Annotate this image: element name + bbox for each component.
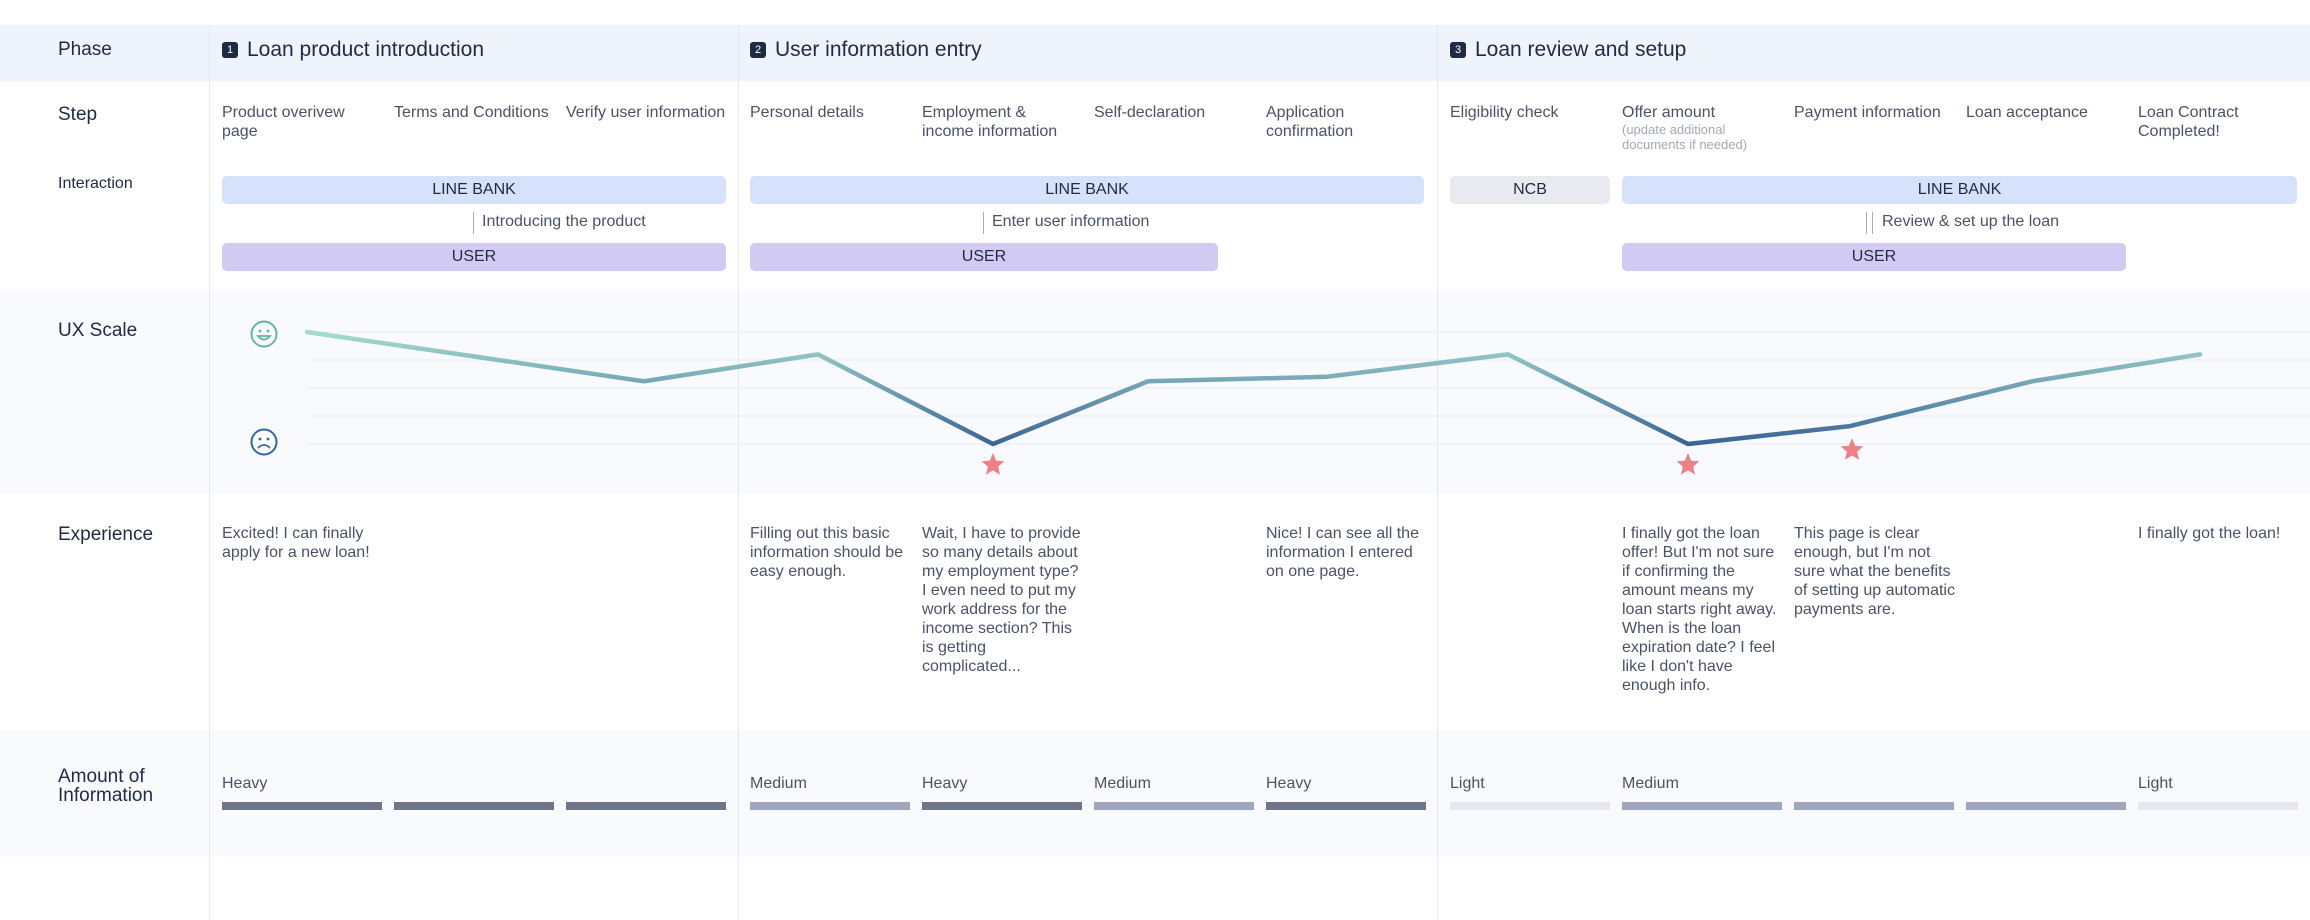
step-employment-income: Employment & income information — [922, 103, 1082, 141]
amount-bar-medium — [750, 802, 910, 810]
amount-label: Light — [2138, 775, 2173, 792]
amount-label: Medium — [1622, 775, 1679, 792]
step-label: Terms and Conditions — [394, 104, 549, 121]
amount-bar-heavy — [922, 802, 1082, 810]
step-label: Self-declaration — [1094, 104, 1206, 121]
step-label: Employment & income information — [922, 104, 1058, 140]
experience-note: This page is clear enough, but I'm not s… — [1794, 525, 1955, 618]
line-bank-pill-phase-3: LINE BANK — [1622, 176, 2297, 204]
row-label-amount: Amount of Information — [58, 766, 154, 806]
amount-bar-medium — [1966, 802, 2126, 810]
arrow-up-icon — [1872, 212, 1873, 234]
phase-number-badge: 3 — [1450, 42, 1466, 58]
experience-note: Wait, I have to provide so many details … — [922, 525, 1081, 675]
ux-line — [304, 329, 2203, 447]
row-label-experience: Experience — [58, 524, 154, 545]
row-label-step: Step — [58, 104, 98, 125]
line-bank-pill-phase-2: LINE BANK — [750, 176, 1424, 204]
phase-title-text: Loan product introduction — [247, 38, 484, 61]
divider-label-column — [209, 25, 210, 920]
amount-bar-medium — [1622, 802, 1782, 810]
step-personal-details: Personal details — [750, 103, 910, 122]
step-label: Application confirmation — [1266, 104, 1354, 140]
pain-point-star-icon — [1676, 453, 1700, 475]
ux-scale-chart — [250, 320, 2310, 475]
experience-note: Excited! I can finally apply for a new l… — [222, 525, 370, 561]
phase-title-2: 2 User information entry — [750, 38, 982, 62]
amount-bar-heavy — [222, 802, 382, 810]
step-self-declaration: Self-declaration — [1094, 103, 1254, 122]
interaction-label-phase-2: Enter user information — [992, 213, 1150, 230]
user-pill-phase-2: USER — [750, 243, 1218, 271]
experience-note: Filling out this basic information shoul… — [750, 525, 903, 580]
experience-note: Nice! I can see all the information I en… — [1266, 525, 1419, 580]
step-label: Payment information — [1794, 104, 1941, 121]
arrow-down-icon — [1866, 212, 1867, 234]
arrow-down-icon — [473, 212, 474, 234]
ncb-pill: NCB — [1450, 176, 1610, 204]
step-label: Verify user information — [566, 104, 726, 121]
row-label-phase: Phase — [58, 39, 112, 60]
amount-label: Light — [1450, 775, 1485, 792]
step-application-confirmation: Application confirmation — [1266, 103, 1426, 141]
amount-bar-light — [1450, 802, 1610, 810]
experience-note: I finally got the loan offer! But I'm no… — [1622, 525, 1777, 694]
row-label-ux-scale: UX Scale — [58, 320, 138, 341]
experience-note: I finally got the loan! — [2138, 525, 2281, 542]
user-pill-phase-1: USER — [222, 243, 726, 271]
pain-point-star-icon — [981, 453, 1005, 475]
interaction-label-phase-3: Review & set up the loan — [1882, 213, 2059, 230]
row-label-interaction: Interaction — [58, 175, 133, 192]
step-label: Personal details — [750, 104, 864, 121]
step-label: Loan acceptance — [1966, 104, 2088, 121]
phase-band — [0, 25, 2310, 81]
amount-label: Medium — [1094, 775, 1151, 792]
amount-bar-heavy — [394, 802, 554, 810]
step-label: Loan Contract Completed! — [2138, 104, 2239, 140]
step-label: Product overivew page — [222, 104, 345, 140]
step-eligibility-check: Eligibility check — [1450, 103, 1610, 122]
step-loan-contract-completed: Loan Contract Completed! — [2138, 103, 2298, 141]
amount-bar-medium — [1794, 802, 1954, 810]
step-loan-acceptance: Loan acceptance — [1966, 103, 2126, 122]
step-label: Offer amount — [1622, 104, 1716, 121]
step-label: Eligibility check — [1450, 104, 1559, 121]
amount-bar-medium — [1094, 802, 1254, 810]
amount-band — [0, 730, 2310, 856]
arrow-up-icon — [983, 212, 984, 234]
amount-label: Medium — [750, 775, 807, 792]
step-terms-conditions: Terms and Conditions — [394, 103, 554, 122]
divider-phase-2 — [1437, 25, 1438, 920]
divider-phase-1 — [738, 25, 739, 920]
amount-bar-heavy — [566, 802, 726, 810]
phase-title-3: 3 Loan review and setup — [1450, 38, 1686, 62]
step-product-overview: Product overivew page — [222, 103, 382, 141]
sad-face-icon — [250, 428, 278, 456]
step-sub-note: (update additional documents if needed) — [1622, 122, 1748, 152]
user-pill-phase-3: USER — [1622, 243, 2126, 271]
amount-label: Heavy — [1266, 775, 1312, 792]
line-bank-pill-phase-1: LINE BANK — [222, 176, 726, 204]
phase-title-text: User information entry — [775, 38, 982, 61]
amount-bar-light — [2138, 802, 2298, 810]
step-payment-information: Payment information — [1794, 103, 1954, 122]
step-offer-amount: Offer amount (update additional documents… — [1622, 103, 1782, 152]
phase-title-text: Loan review and setup — [1475, 38, 1687, 61]
amount-label: Heavy — [222, 775, 268, 792]
pain-point-star-icon — [1840, 438, 1864, 460]
phase-title-1: 1 Loan product introduction — [222, 38, 484, 62]
phase-number-badge: 1 — [222, 42, 238, 58]
amount-bar-heavy — [1266, 802, 1426, 810]
amount-label: Heavy — [922, 775, 968, 792]
ux-band — [0, 292, 2310, 494]
step-verify-user: Verify user information — [566, 103, 726, 122]
phase-number-badge: 2 — [750, 42, 766, 58]
interaction-label-phase-1: Introducing the product — [482, 213, 646, 230]
happy-face-icon — [250, 320, 278, 348]
